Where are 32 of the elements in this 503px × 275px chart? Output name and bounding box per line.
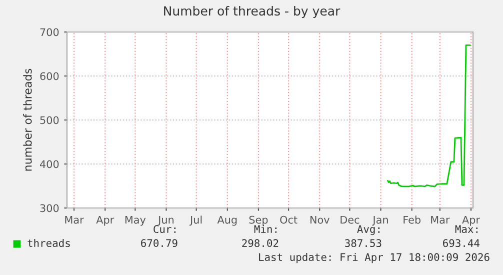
x-tick-label: Oct <box>280 216 298 224</box>
text: 298.02 <box>242 239 278 248</box>
text: 387.53 <box>345 239 382 248</box>
text: Min: <box>254 224 276 233</box>
chart-title: Number of threads - by year <box>164 6 340 18</box>
y-tick-label: 600 <box>40 72 59 80</box>
y-axis-title: number of threads <box>23 68 32 171</box>
x-tick-label: Apr <box>96 216 114 226</box>
x-tick-label: Sep <box>249 216 268 226</box>
x-tick-label: Mar <box>431 216 450 224</box>
text: Cur: <box>154 225 176 234</box>
text: 693.44 <box>443 239 480 248</box>
text: Avg: <box>357 225 380 236</box>
line-series <box>387 44 471 188</box>
y-tick-label: 300 <box>40 204 59 212</box>
x-tick-label: Dec <box>340 216 360 224</box>
x-tick-label: Nov <box>310 216 330 224</box>
x-tick-label: Jun <box>158 216 174 226</box>
x-tick-label: May <box>125 216 146 226</box>
text: 670.79 <box>141 239 178 248</box>
text: Last update: Fri Apr 17 18:00:09 2026 <box>259 252 490 264</box>
y-tick-label: 400 <box>40 160 59 168</box>
x-tick-label: Feb <box>404 216 420 224</box>
x-tick-label: Mar <box>65 216 84 224</box>
y-tick-label: 500 <box>40 116 59 124</box>
x-tick-label: Jan <box>372 216 388 226</box>
y-tick-label: 700 <box>40 28 59 36</box>
legend-label: threads <box>28 238 70 248</box>
x-tick-label: Apr <box>462 216 480 226</box>
x-tick-label: Aug <box>217 216 237 226</box>
text: Max: <box>455 225 478 234</box>
x-tick-label: Jul <box>189 216 202 226</box>
